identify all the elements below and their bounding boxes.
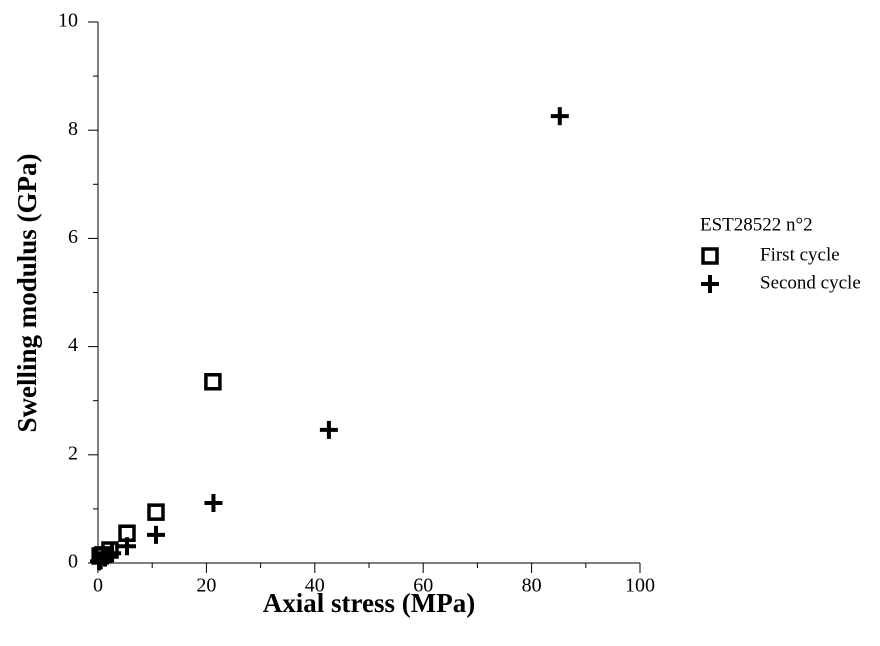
point [147,503,165,521]
legend-label: Second cycle [760,272,861,293]
point [103,544,122,563]
x-tick-label: 80 [522,575,542,597]
x-tick-label: 40 [305,575,325,597]
point [117,537,136,556]
point [550,107,569,126]
point [204,493,223,512]
point [204,373,222,391]
y-tick-label: 10 [58,10,78,32]
y-tick-label: 0 [68,551,78,573]
legend-label: First cycle [760,244,840,265]
y-axis-title: Swelling modulus (GPa) [12,153,42,432]
x-tick-label: 0 [93,575,103,597]
y-tick-label: 8 [68,118,78,140]
point [146,525,165,544]
y-tick-label: 4 [68,334,78,356]
x-tick-label: 20 [196,575,216,597]
y-tick-label: 2 [68,442,78,464]
legend-marker [701,275,719,293]
x-tick-label: 60 [413,575,433,597]
legend-title: EST28522 n°2 [700,214,813,235]
x-tick-label: 100 [625,575,655,597]
point [319,420,338,439]
x-axis-title: Axial stress (MPa) [263,588,475,618]
legend-marker [701,247,719,265]
y-tick-label: 6 [68,226,78,248]
